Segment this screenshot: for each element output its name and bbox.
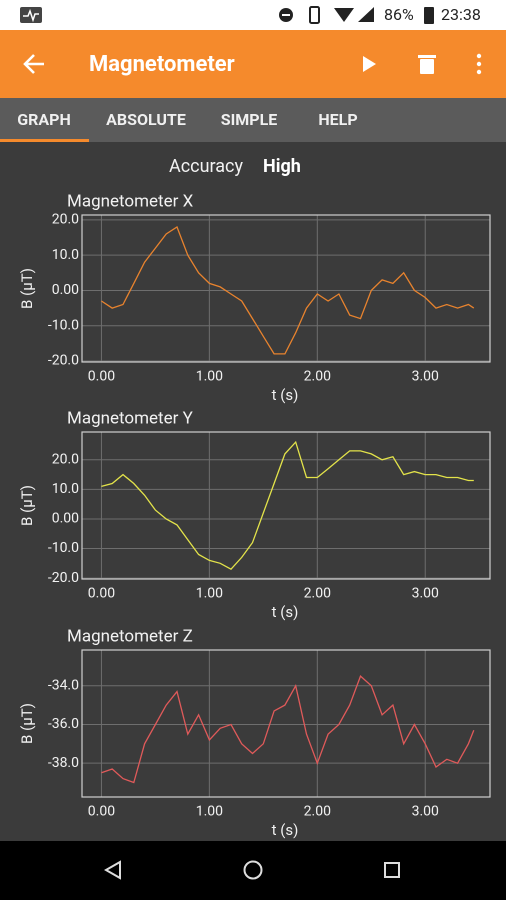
x-tick-label: 1.00 (196, 804, 223, 820)
y-tick-label: 20.0 (52, 212, 79, 228)
x-tick-label: 2.00 (304, 804, 331, 820)
chart-title: Magnetometer Z (67, 626, 193, 646)
x-tick-label: 0.00 (88, 586, 115, 602)
nav-home[interactable] (243, 860, 263, 880)
status-icon (23, 8, 39, 23)
signal-icon (358, 7, 374, 22)
delete-button[interactable] (418, 55, 436, 74)
app-title: Magnetometer (89, 52, 235, 77)
x-tick-label: 2.00 (304, 369, 331, 385)
y-tick-label: 10.0 (52, 247, 79, 263)
y-tick-label: 0.00 (52, 511, 79, 527)
nav-back[interactable] (103, 860, 121, 880)
clock: 23:38 (441, 5, 481, 24)
accuracy-label: Accuracy (169, 156, 243, 177)
vibrate-icon (309, 6, 320, 24)
x-axis-label: t (s) (272, 386, 299, 404)
x-tick-label: 0.00 (88, 369, 115, 385)
x-tick-label: 3.00 (412, 586, 439, 602)
y-tick-label: 0.00 (52, 282, 79, 298)
x-tick-label: 1.00 (196, 369, 223, 385)
x-axis-label: t (s) (272, 603, 299, 621)
chart-title: Magnetometer Y (67, 408, 194, 428)
y-tick-label: -10.0 (48, 540, 79, 556)
y-tick-label: -38.0 (48, 755, 79, 771)
tab-indicator (0, 139, 89, 142)
y-axis-label: B (µT) (18, 268, 36, 309)
accuracy-value: High (263, 156, 301, 177)
y-tick-label: -20.0 (48, 570, 79, 586)
plot-frame (81, 649, 491, 798)
y-tick-label: 20.0 (52, 452, 79, 468)
back-button[interactable] (23, 54, 44, 74)
plot-frame (81, 214, 491, 363)
charts: Magnetometer X -20.0 -10.0 0.00 10.0 20.0 0.00… (18, 191, 491, 839)
status-bar (0, 0, 506, 30)
tab[interactable]: ABSOLUTE (106, 110, 186, 129)
plot-frame (81, 431, 491, 580)
y-tick-label: -34.0 (48, 677, 79, 693)
tab[interactable]: HELP (318, 110, 357, 129)
data-line (101, 440, 474, 571)
nav-recents[interactable] (384, 862, 400, 878)
x-axis-label: t (s) (272, 821, 299, 839)
x-tick-label: 1.00 (196, 586, 223, 602)
nav-bar (0, 841, 506, 900)
y-tick-label: -20.0 (48, 353, 79, 369)
tab-bar (0, 98, 506, 142)
y-tick-label: 10.0 (52, 481, 79, 497)
wifi-icon (334, 8, 354, 22)
data-line (101, 226, 475, 355)
x-tick-label: 0.00 (88, 804, 115, 820)
tab[interactable]: SIMPLE (221, 110, 278, 129)
battery-text: 86% (384, 5, 414, 24)
x-tick-label: 2.00 (304, 586, 331, 602)
battery-icon (424, 7, 434, 24)
menu-button[interactable] (476, 53, 482, 75)
y-tick-label: -36.0 (48, 716, 79, 732)
y-axis-label: B (µT) (18, 703, 36, 744)
dnd-icon (282, 14, 290, 16)
x-tick-label: 3.00 (412, 804, 439, 820)
y-axis-label: B (µT) (18, 485, 36, 526)
x-tick-label: 3.00 (412, 369, 439, 385)
tab[interactable]: GRAPH (17, 110, 71, 129)
chart-title: Magnetometer X (67, 191, 194, 211)
y-tick-label: -10.0 (48, 317, 79, 333)
play-button[interactable] (363, 56, 376, 72)
data-line (101, 674, 475, 784)
